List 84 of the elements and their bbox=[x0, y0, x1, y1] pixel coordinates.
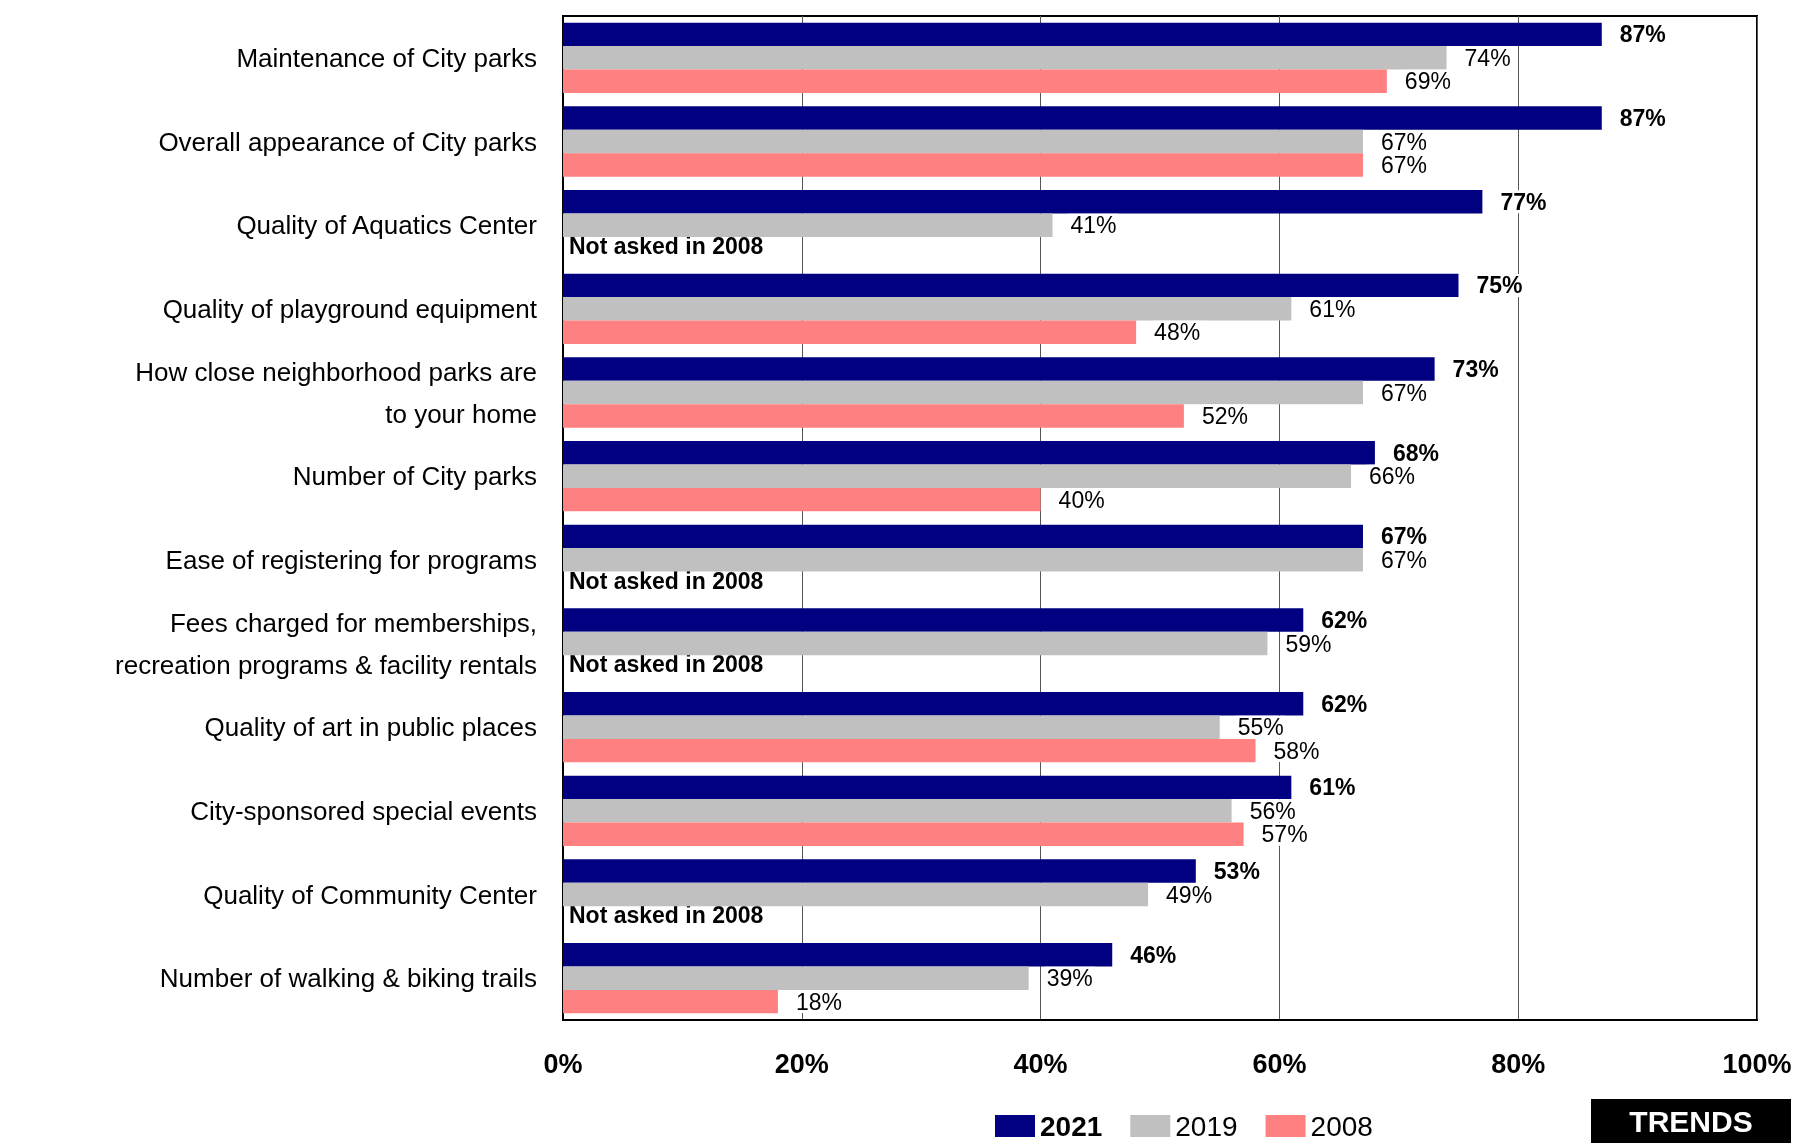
bar bbox=[563, 524, 1363, 549]
bar bbox=[563, 775, 1292, 800]
data-label: 87% bbox=[1619, 21, 1666, 48]
bar bbox=[563, 631, 1268, 656]
bar bbox=[563, 190, 1483, 214]
data-label: 40% bbox=[1058, 486, 1105, 513]
bar bbox=[563, 487, 1041, 512]
bar bbox=[563, 943, 1113, 967]
data-label: 68% bbox=[1392, 439, 1439, 466]
x-tick-label: 40% bbox=[1013, 1048, 1068, 1079]
data-label: 66% bbox=[1369, 463, 1416, 490]
bar bbox=[563, 966, 1029, 990]
y-tick-label: Number of City parks bbox=[292, 461, 537, 492]
bar bbox=[563, 822, 1244, 846]
bar bbox=[563, 692, 1304, 716]
data-label: 39% bbox=[1046, 965, 1093, 992]
data-label: 46% bbox=[1130, 941, 1177, 968]
bar bbox=[563, 22, 1602, 47]
y-tick-label: Quality of Community Center bbox=[203, 879, 538, 910]
data-label: 67% bbox=[1380, 379, 1428, 406]
data-label: 77% bbox=[1500, 188, 1547, 215]
bar bbox=[563, 548, 1363, 572]
x-tick-label: 20% bbox=[774, 1048, 829, 1079]
bar bbox=[563, 882, 1149, 907]
data-label: 55% bbox=[1237, 714, 1284, 741]
bar bbox=[563, 715, 1220, 739]
bar bbox=[563, 69, 1387, 93]
data-label: 49% bbox=[1166, 881, 1213, 908]
data-label: 87% bbox=[1619, 105, 1666, 132]
data-label: 73% bbox=[1452, 356, 1499, 383]
bar bbox=[563, 297, 1292, 321]
bar bbox=[563, 799, 1232, 823]
bar bbox=[563, 129, 1363, 154]
data-label: 62% bbox=[1321, 690, 1368, 717]
bar bbox=[563, 608, 1304, 632]
data-label: 75% bbox=[1476, 272, 1523, 299]
y-tick-label: How close neighborhood parks are to your home bbox=[135, 356, 537, 429]
bar bbox=[563, 859, 1196, 883]
y-tick-label: Ease of registering for programs bbox=[165, 544, 537, 575]
annotation: Not asked in 2008 bbox=[569, 567, 764, 594]
annotation: Not asked in 2008 bbox=[569, 902, 764, 929]
text: TRENDS bbox=[1629, 1104, 1753, 1138]
annotation: Not asked in 2008 bbox=[569, 233, 764, 260]
data-label: 57% bbox=[1261, 821, 1308, 848]
y-tick-label: Number of walking & biking trails bbox=[159, 963, 537, 994]
y-tick-label: Maintenance of City parks bbox=[236, 42, 537, 73]
x-tick-label: 100% bbox=[1722, 1048, 1792, 1079]
legend-label: 2019 bbox=[1175, 1110, 1238, 1142]
bar bbox=[563, 357, 1435, 381]
data-label: 53% bbox=[1213, 858, 1260, 885]
bar bbox=[563, 380, 1363, 405]
data-label: 61% bbox=[1309, 774, 1356, 801]
data-label: 41% bbox=[1070, 212, 1117, 239]
data-label: 18% bbox=[795, 988, 842, 1015]
x-tick-label: 80% bbox=[1491, 1048, 1546, 1079]
data-label: 56% bbox=[1249, 797, 1296, 824]
bar bbox=[563, 464, 1352, 488]
y-tick-label: Quality of art in public places bbox=[204, 712, 537, 743]
bar bbox=[563, 738, 1256, 763]
bar bbox=[563, 404, 1184, 428]
x-tick-label: 60% bbox=[1252, 1048, 1307, 1079]
y-tick-label: City-sponsored special events bbox=[190, 795, 537, 826]
data-label: 74% bbox=[1464, 44, 1511, 71]
x-tick-label: 0% bbox=[543, 1048, 583, 1079]
legend-label: 2008 bbox=[1310, 1110, 1373, 1142]
annotation: Not asked in 2008 bbox=[569, 651, 764, 678]
bar bbox=[563, 213, 1053, 237]
data-label: 48% bbox=[1154, 319, 1201, 346]
bar bbox=[563, 441, 1375, 465]
y-tick-label: Fees charged for memberships, recreation programs & facility rentals bbox=[115, 607, 537, 680]
data-label: 52% bbox=[1201, 402, 1248, 429]
bar bbox=[563, 106, 1602, 130]
bar bbox=[563, 989, 778, 1014]
data-label: 58% bbox=[1273, 737, 1320, 764]
bar bbox=[563, 273, 1459, 298]
y-tick-label: Overall appearance of City parks bbox=[158, 126, 537, 157]
bar bbox=[563, 46, 1447, 70]
bar bbox=[563, 320, 1137, 344]
y-tick-label: Quality of playground equipment bbox=[162, 293, 538, 324]
bar bbox=[563, 153, 1363, 177]
data-label: 69% bbox=[1404, 68, 1451, 95]
y-tick-label: Quality of Aquatics Center bbox=[236, 210, 538, 241]
legend-label: 2021 bbox=[1040, 1110, 1103, 1142]
data-label: 61% bbox=[1309, 295, 1356, 322]
